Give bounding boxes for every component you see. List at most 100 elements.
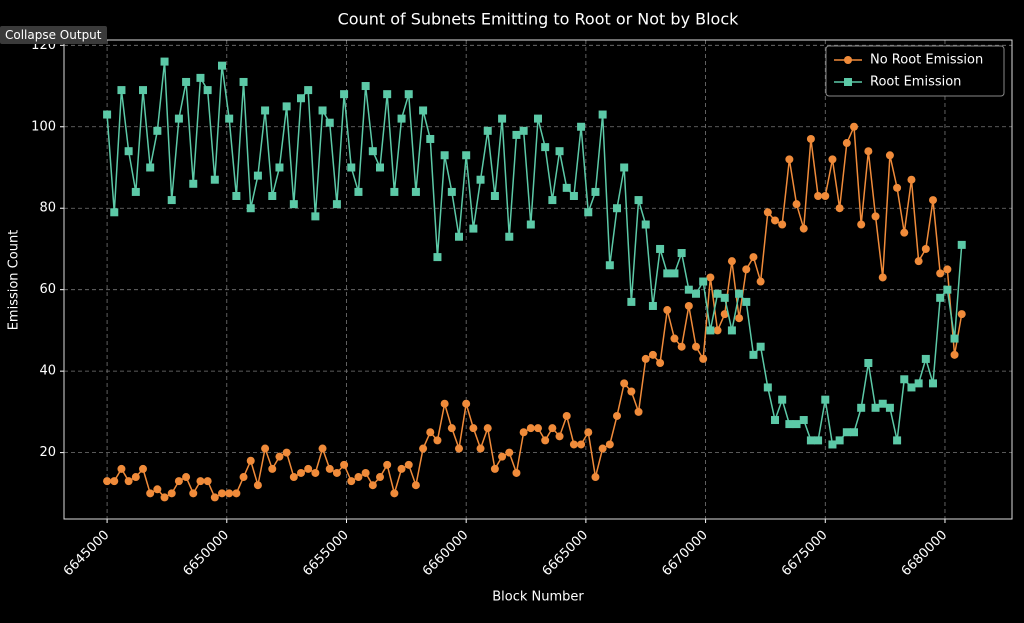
data-point bbox=[368, 147, 377, 156]
data-point bbox=[771, 216, 779, 225]
data-point bbox=[361, 468, 370, 477]
data-point bbox=[613, 411, 621, 420]
data-point bbox=[210, 175, 219, 184]
data-point bbox=[814, 436, 823, 445]
data-point bbox=[785, 155, 794, 164]
data-point bbox=[555, 147, 564, 156]
data-point bbox=[340, 460, 349, 469]
data-point bbox=[914, 257, 923, 266]
data-point bbox=[340, 90, 349, 99]
data-point bbox=[275, 452, 284, 461]
data-point bbox=[318, 106, 327, 115]
data-point bbox=[167, 489, 176, 498]
data-point bbox=[534, 114, 542, 123]
data-point bbox=[936, 269, 945, 278]
data-point bbox=[598, 110, 607, 119]
data-point bbox=[411, 187, 420, 196]
data-point bbox=[397, 464, 406, 473]
data-point bbox=[713, 289, 722, 298]
data-point bbox=[397, 114, 406, 123]
data-point bbox=[189, 489, 198, 498]
data-point bbox=[821, 192, 830, 201]
data-point bbox=[203, 86, 212, 95]
data-point bbox=[548, 196, 557, 205]
data-point bbox=[842, 428, 851, 437]
data-point bbox=[828, 155, 837, 164]
data-point bbox=[239, 77, 248, 86]
data-point bbox=[361, 82, 370, 91]
data-point bbox=[483, 126, 492, 135]
data-point bbox=[131, 187, 140, 196]
data-point bbox=[692, 289, 700, 298]
data-point bbox=[498, 114, 507, 123]
legend-marker bbox=[844, 78, 852, 86]
data-point bbox=[727, 326, 736, 335]
data-point bbox=[182, 77, 191, 86]
data-point bbox=[677, 249, 686, 258]
data-point bbox=[893, 183, 902, 192]
data-point bbox=[117, 464, 126, 473]
data-point bbox=[857, 403, 866, 412]
data-point bbox=[146, 163, 155, 172]
data-point bbox=[512, 468, 521, 477]
data-point bbox=[469, 224, 478, 233]
data-point bbox=[268, 192, 277, 201]
data-point bbox=[167, 196, 176, 205]
data-point bbox=[921, 354, 930, 363]
data-point bbox=[124, 147, 133, 156]
data-point bbox=[390, 187, 399, 196]
y-tick-label: 40 bbox=[39, 364, 56, 379]
data-point bbox=[584, 428, 593, 437]
data-point bbox=[146, 489, 155, 498]
data-point bbox=[641, 220, 650, 229]
y-axis-label: Emission Count bbox=[7, 230, 22, 331]
data-point bbox=[261, 106, 270, 115]
data-point bbox=[591, 473, 600, 482]
data-point bbox=[103, 110, 112, 119]
data-point bbox=[663, 306, 672, 315]
data-point bbox=[419, 444, 428, 453]
data-point bbox=[131, 473, 140, 482]
data-point bbox=[218, 489, 226, 498]
data-point bbox=[455, 232, 463, 241]
data-point bbox=[929, 196, 937, 205]
data-point bbox=[462, 399, 471, 408]
data-point bbox=[878, 399, 887, 408]
data-point bbox=[885, 403, 894, 412]
data-point bbox=[921, 244, 930, 253]
data-point bbox=[182, 473, 191, 482]
data-point bbox=[627, 297, 636, 306]
data-point bbox=[311, 468, 320, 477]
data-point bbox=[885, 151, 894, 160]
data-point bbox=[110, 477, 119, 486]
data-point bbox=[139, 86, 147, 95]
data-point bbox=[476, 444, 485, 453]
data-point bbox=[117, 86, 126, 95]
y-tick-label: 60 bbox=[39, 282, 56, 297]
data-point bbox=[957, 310, 966, 319]
data-point bbox=[713, 326, 722, 335]
data-point bbox=[569, 192, 578, 201]
data-point bbox=[548, 424, 557, 433]
data-point bbox=[347, 477, 356, 486]
collapse-output-button[interactable]: Collapse Output bbox=[0, 26, 107, 44]
data-point bbox=[160, 57, 169, 66]
data-point bbox=[727, 257, 736, 266]
data-point bbox=[376, 163, 384, 172]
data-point bbox=[577, 122, 586, 131]
data-point bbox=[799, 416, 808, 425]
data-point bbox=[670, 269, 679, 278]
data-point bbox=[311, 212, 320, 221]
data-point bbox=[282, 102, 291, 111]
data-point bbox=[584, 208, 593, 217]
data-point bbox=[656, 358, 665, 367]
data-point bbox=[835, 204, 844, 213]
data-point bbox=[275, 163, 284, 172]
data-point bbox=[325, 464, 334, 473]
data-point bbox=[814, 192, 823, 201]
data-point bbox=[490, 192, 499, 201]
data-point bbox=[613, 204, 621, 213]
data-point bbox=[893, 436, 902, 445]
data-point bbox=[426, 428, 435, 437]
data-point bbox=[232, 192, 241, 201]
